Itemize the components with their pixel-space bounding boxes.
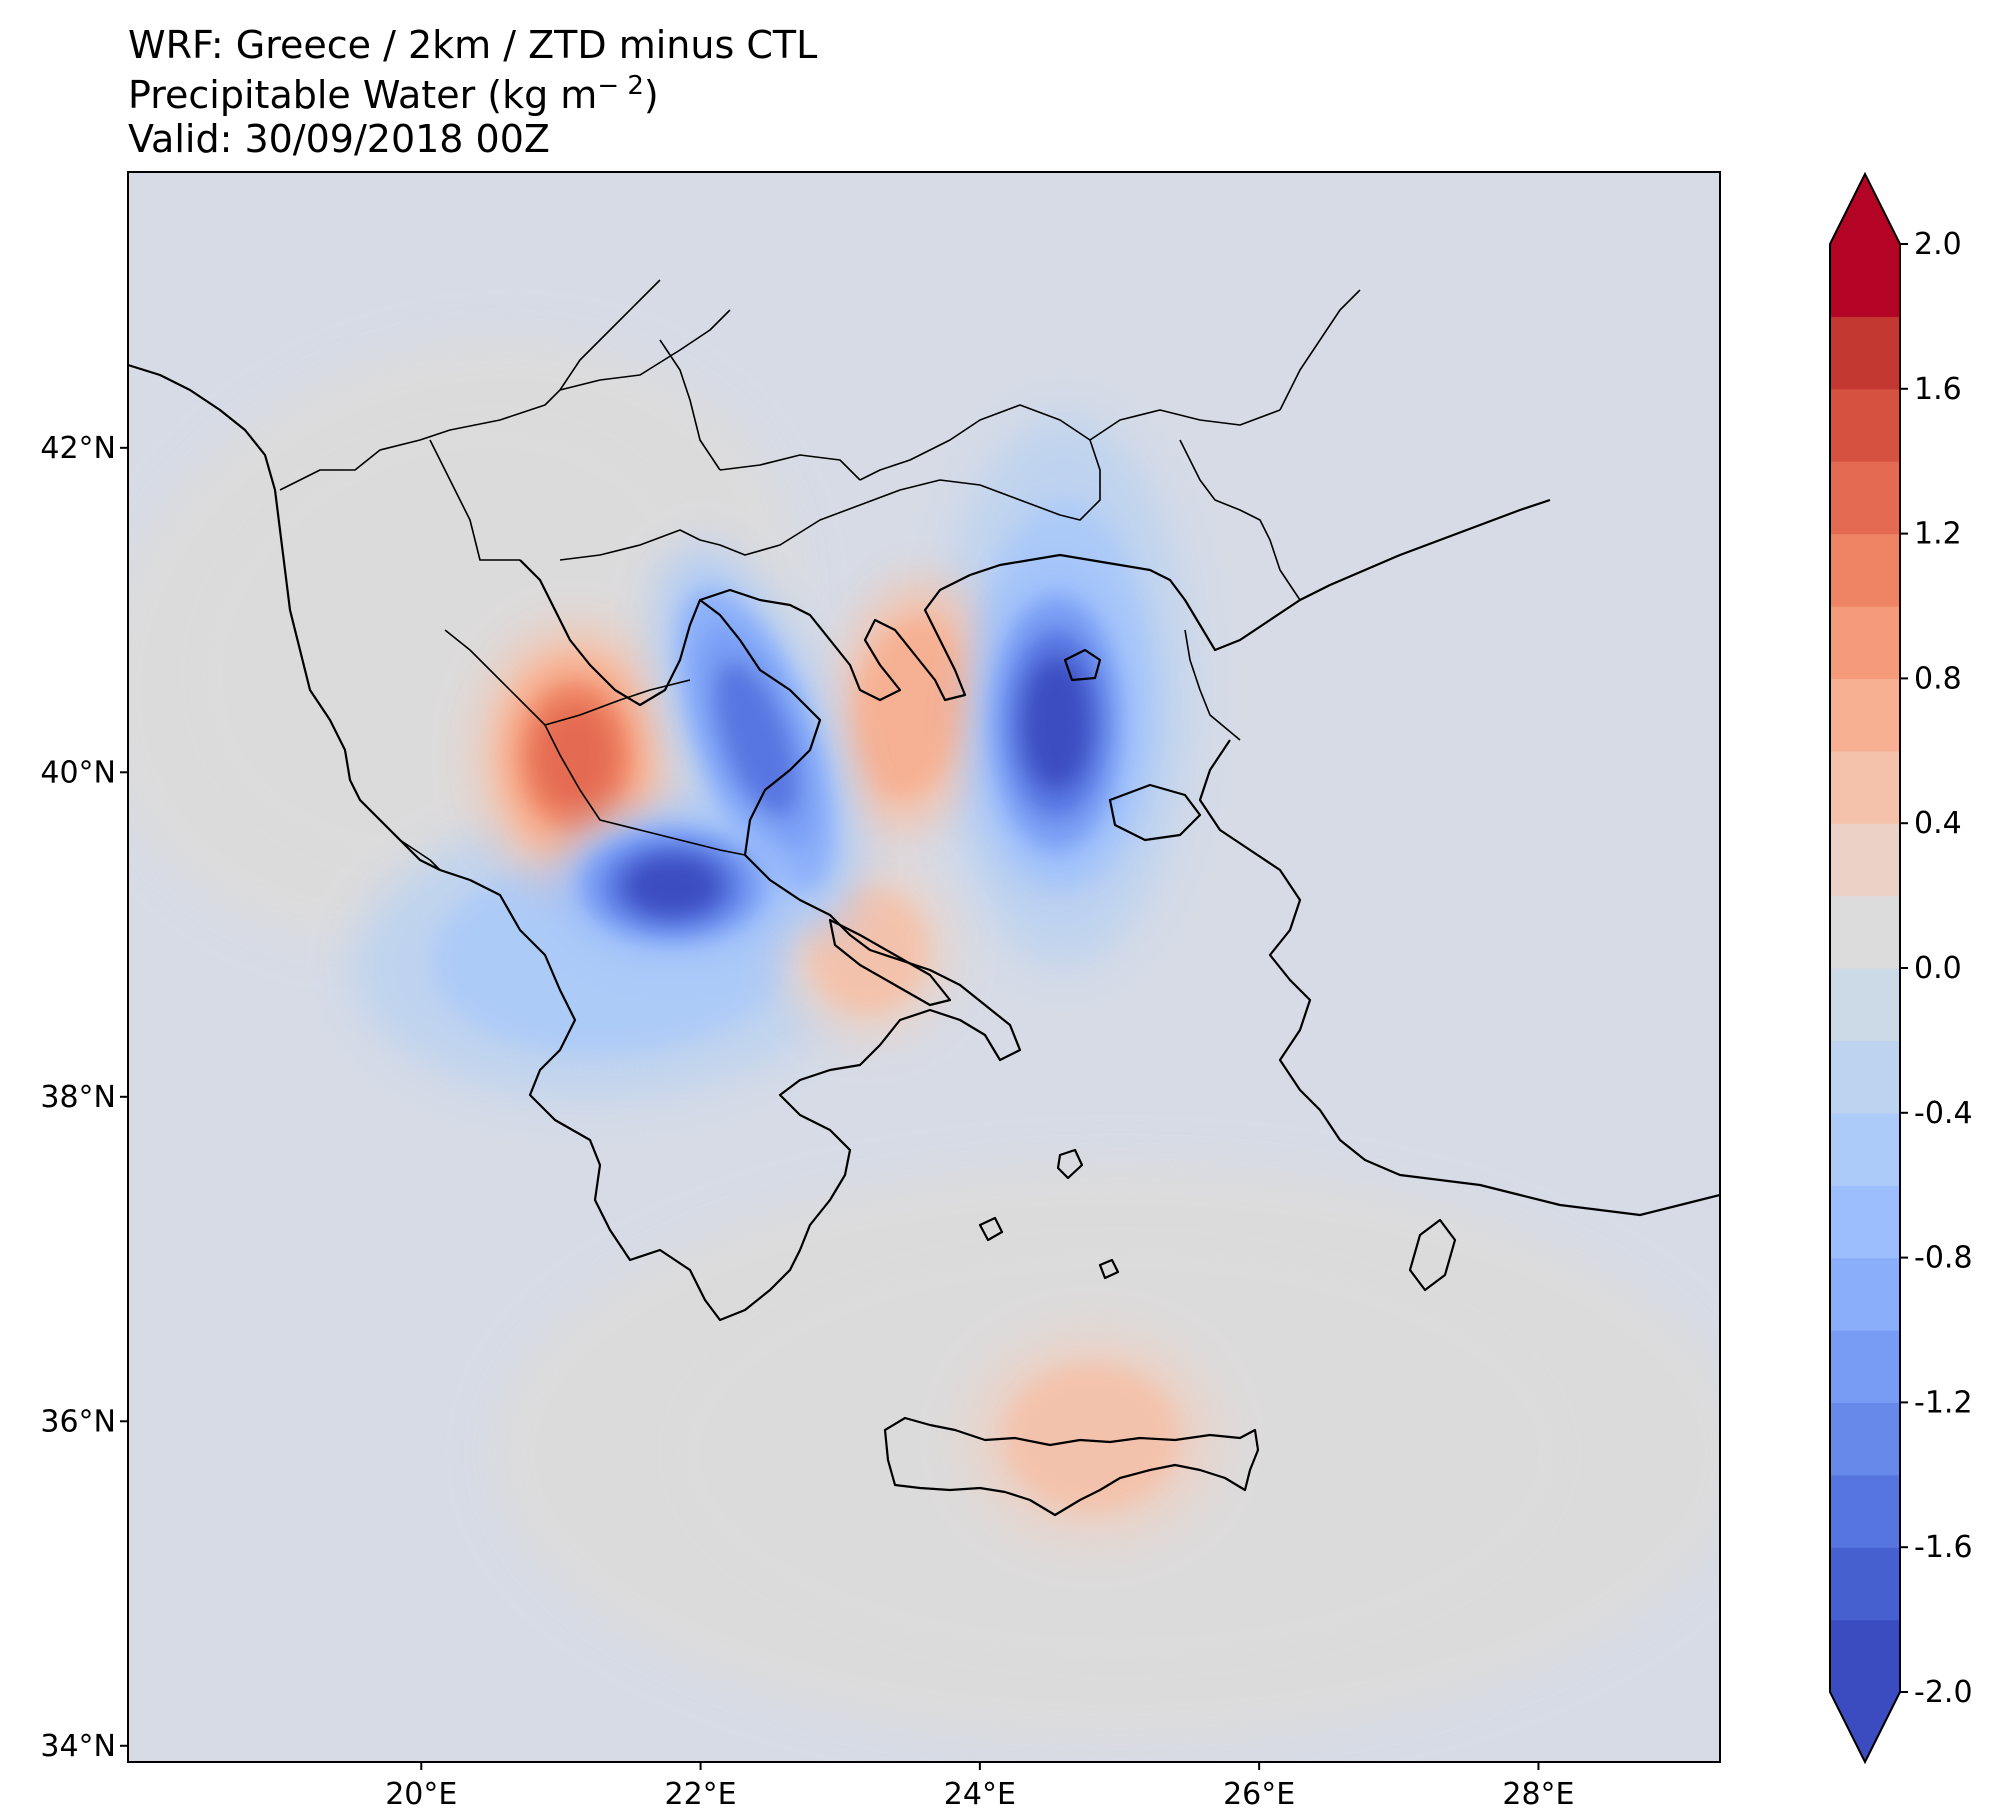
adriatic-coastline [128, 363, 441, 871]
greek-mainland-coastline [439, 559, 1022, 1322]
colorbar-tick-label: 0.4 [1914, 806, 1962, 841]
colorbar-bin [1830, 823, 1900, 897]
lat-tick-label: 38°N [40, 1080, 116, 1115]
colorbar-extend-min [1830, 1692, 1900, 1762]
colorbar-bin [1830, 533, 1900, 607]
crete-positive-core [965, 1332, 1218, 1543]
chalkidiki-positive-contour [854, 617, 966, 798]
colorbar-tick-label: -1.6 [1914, 1530, 1973, 1565]
thermaic-negative-contour [716, 662, 797, 817]
colorbar-tick-label: 0.8 [1914, 661, 1962, 696]
colorbar-bin [1830, 1619, 1900, 1693]
precipitable-water-field [128, 336, 1720, 1746]
colorbar-tick-label: -2.0 [1914, 1675, 1973, 1710]
colorbar-bin [1830, 678, 1900, 752]
colorbar-bin [1830, 1112, 1900, 1186]
colorbar-bin [1830, 750, 1900, 824]
colorbar-bin [1830, 1185, 1900, 1259]
country-borders [279, 279, 1361, 871]
euboea-coastline [828, 918, 952, 1007]
lat-tick-label: 40°N [40, 755, 116, 790]
colorbar-bin [1830, 895, 1900, 969]
colorbar-bin [1830, 1547, 1900, 1621]
title-valid-time: Valid: 30/09/2018 00Z [128, 117, 550, 161]
title-variable: Precipitable Water (kg m− 2) [128, 71, 659, 117]
colorbar-bins [1829, 171, 1901, 1765]
colorbar-bin [1830, 1040, 1900, 1114]
colorbar-extend-max [1830, 174, 1900, 244]
crete-coastline [883, 1416, 1260, 1517]
colorbar-tick-label: 1.2 [1914, 517, 1962, 552]
chalkidiki-positive [831, 578, 989, 836]
cyclades-coastline [978, 1148, 1120, 1280]
coastlines-and-borders [128, 279, 1720, 1517]
thasos-coastline [1063, 648, 1102, 682]
north-aegean-negative [972, 561, 1141, 886]
colorbar-bin [1830, 244, 1900, 317]
lon-tick-label: 20°E [385, 1777, 457, 1812]
rhodes-coastline [1408, 1218, 1457, 1292]
anatolian-coastline [1198, 739, 1720, 1217]
map-panel: 42°N 40°N 38°N 36°N 34°N 20°E 22°E 24°E 26°E 28°E [40, 171, 1721, 1812]
lat-tick-label: 34°N [40, 1729, 116, 1764]
thessaly-negative [553, 812, 792, 959]
colorbar-bin [1830, 461, 1900, 535]
lat-tick-label: 42°N [40, 431, 116, 466]
colorbar-ticks: 2.0 1.6 1.2 0.8 0.4 0.0 -0.4 -0.8 -1.2 -1.6 -2.0 [1900, 227, 1973, 1710]
lon-tick-label: 26°E [1223, 1777, 1295, 1812]
colorbar-bin [1830, 1402, 1900, 1476]
title-model: WRF: Greece / 2km / ZTD minus CTL [128, 23, 817, 67]
lon-tick-label: 28°E [1502, 1777, 1574, 1812]
colorbar-tick-label: -0.8 [1914, 1241, 1973, 1276]
map-frame [127, 171, 1721, 1763]
colorbar-bin [1830, 1474, 1900, 1548]
colorbar: 2.0 1.6 1.2 0.8 0.4 0.0 -0.4 -0.8 -1.2 -1.6 -2.0 [1829, 171, 1973, 1765]
colorbar-tick-label: 2.0 [1914, 227, 1962, 262]
colorbar-bin [1830, 606, 1900, 679]
map-axis-ticks: 42°N 40°N 38°N 36°N 34°N 20°E 22°E 24°E 26°E 28°E [40, 431, 1574, 1812]
colorbar-tick-label: -1.2 [1914, 1385, 1973, 1420]
north-aegean-negative-contour [1023, 658, 1091, 789]
colorbar-bin [1830, 1330, 1900, 1403]
colorbar-tick-label: 1.6 [1914, 372, 1962, 407]
colorbar-bin [1830, 316, 1900, 390]
lon-tick-label: 24°E [944, 1777, 1016, 1812]
colorbar-bin [1830, 1257, 1900, 1331]
lesbos-coastline [1108, 783, 1202, 842]
colorbar-tick-label: 0.0 [1914, 951, 1962, 986]
colorbar-bin [1830, 968, 1900, 1041]
western-macedonia-positive-contour [535, 704, 614, 808]
thessaly-negative-contour [625, 856, 721, 916]
crete-positive-core-contour [1003, 1363, 1180, 1512]
lat-tick-label: 36°N [40, 1404, 116, 1439]
colorbar-tick-label: -0.4 [1914, 1096, 1973, 1131]
colorbar-bin [1830, 388, 1900, 462]
lon-tick-label: 22°E [664, 1777, 736, 1812]
thermaic-negative [656, 547, 857, 933]
